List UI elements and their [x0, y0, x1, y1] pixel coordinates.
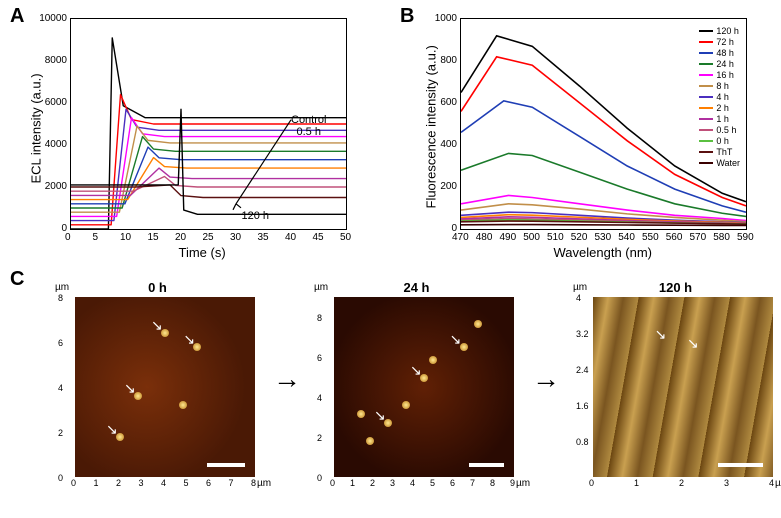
pointer-arrow-icon: ↘ [151, 317, 163, 334]
afm-title: 0 h [50, 280, 265, 295]
scale-bar [207, 463, 245, 467]
afm-title: 24 h [309, 280, 524, 295]
scale-bar [718, 463, 763, 467]
legend-panel-b: 120 h72 h48 h24 h16 h8 h4 h2 h1 h0.5 h0 … [697, 23, 742, 170]
afm-image: ↘↘ [593, 297, 773, 477]
pointer-arrow-icon: ↘ [124, 380, 136, 397]
sequence-arrow-icon: → [532, 363, 560, 395]
panel-label-b: B [400, 5, 414, 28]
afm-title: 120 h [568, 280, 781, 295]
pointer-arrow-icon: ↘ [183, 331, 195, 348]
pointer-arrow-icon: ↘ [106, 421, 118, 438]
chart-panel-b: 4704804905005105205305405505605705805900… [460, 18, 747, 230]
panel-label-a: A [10, 5, 24, 28]
pointer-arrow-icon: ↘ [450, 331, 462, 348]
pointer-arrow-icon: ↘ [687, 335, 699, 352]
pointer-arrow-icon: ↘ [410, 362, 422, 379]
afm-panel-c: 0 h↘↘↘↘01234567802468µmµm→24 h↘↘↘0123456… [50, 280, 781, 477]
chart-panel-a: 0510152025303540455002000400060008000100… [70, 18, 347, 230]
scale-bar [469, 463, 504, 467]
sequence-arrow-icon: → [273, 363, 301, 395]
pointer-arrow-icon: ↘ [655, 326, 667, 343]
afm-image: ↘ ↘ ↘ ↘ [75, 297, 255, 477]
panel-label-c: C [10, 268, 24, 291]
afm-image: ↘ ↘ ↘ [334, 297, 514, 477]
pointer-arrow-icon: ↘ [374, 407, 386, 424]
